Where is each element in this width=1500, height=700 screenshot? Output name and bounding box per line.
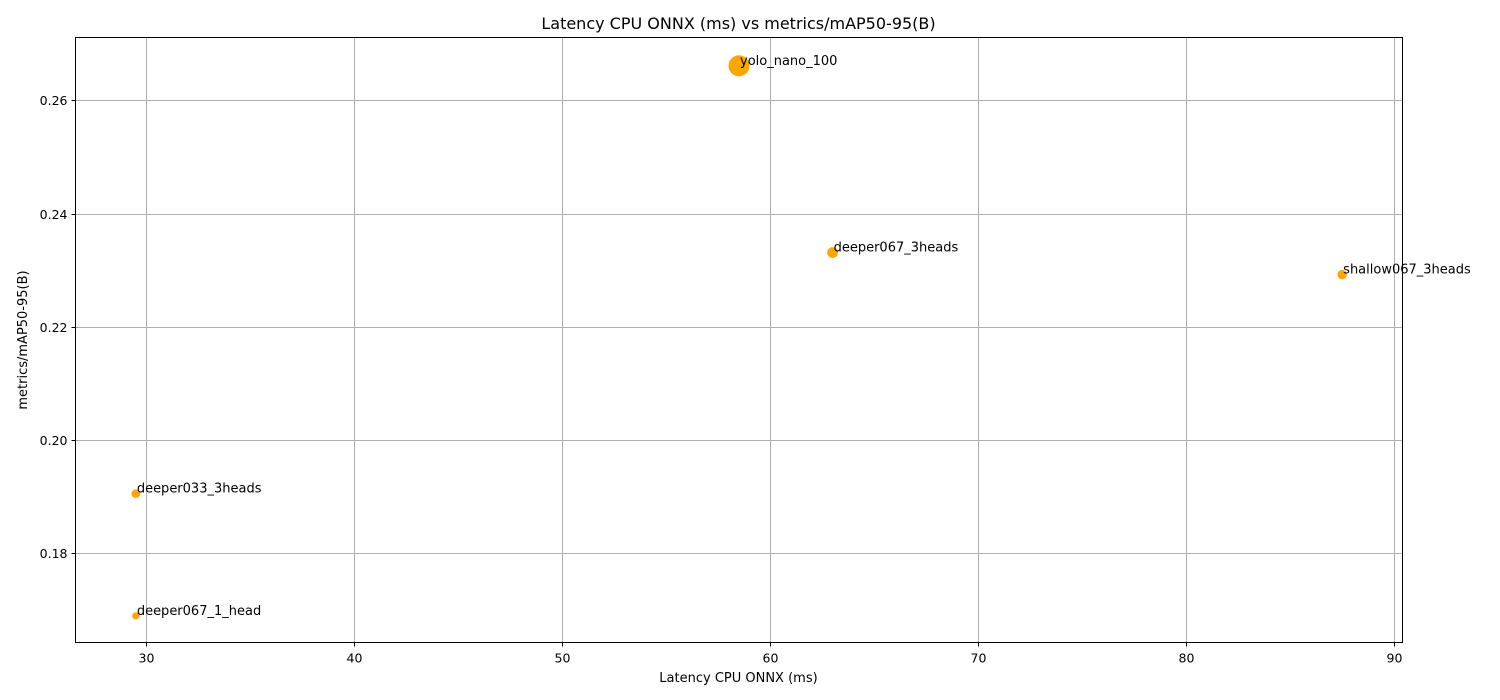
y-tick-label: 0.20 bbox=[40, 433, 68, 448]
point-annotation: deeper067_3heads bbox=[834, 241, 959, 256]
scatter-point bbox=[131, 489, 141, 499]
y-tick-label: 0.22 bbox=[40, 320, 68, 335]
x-axis-label: Latency CPU ONNX (ms) bbox=[659, 671, 817, 686]
point-layer: yolo_nano_100 deeper067_3heads shallow067_… bbox=[131, 54, 1471, 620]
point-annotation: deeper067_1_head bbox=[137, 604, 261, 619]
chart-title: Latency CPU ONNX (ms) vs metrics/mAP50-9… bbox=[541, 14, 935, 33]
tick-layer: 30 40 50 60 70 80 90 0.18 0.20 0.22 0.24 0.26 bbox=[40, 93, 1403, 666]
x-tick-label: 90 bbox=[1387, 651, 1403, 666]
point-annotation: deeper033_3heads bbox=[137, 482, 262, 497]
plot-frame bbox=[75, 37, 1403, 643]
x-tick-label: 30 bbox=[139, 651, 155, 666]
x-tick-label: 80 bbox=[1179, 651, 1195, 666]
scatter-point bbox=[728, 55, 750, 77]
y-axis-label: metrics/mAP50-95(B) bbox=[16, 270, 31, 409]
scatter-point bbox=[132, 612, 140, 620]
x-tick-label: 70 bbox=[971, 651, 987, 666]
x-tick-label: 60 bbox=[763, 651, 779, 666]
y-tick-label: 0.26 bbox=[40, 93, 68, 108]
y-tick-label: 0.18 bbox=[40, 546, 68, 561]
point-annotation: yolo_nano_100 bbox=[740, 54, 837, 69]
grid-layer bbox=[75, 37, 1403, 643]
x-tick-label: 50 bbox=[555, 651, 571, 666]
x-tick-label: 40 bbox=[347, 651, 363, 666]
scatter-point bbox=[827, 247, 838, 258]
y-tick-label: 0.24 bbox=[40, 207, 68, 222]
point-annotation: shallow067_3heads bbox=[1343, 263, 1471, 278]
scatter-point bbox=[1337, 269, 1347, 280]
